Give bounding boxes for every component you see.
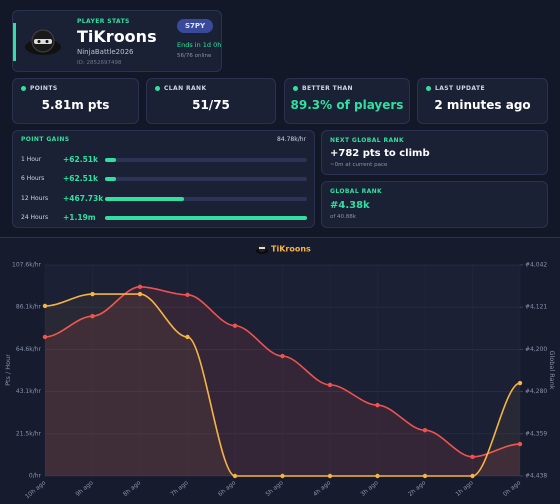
series-line bbox=[44, 293, 521, 477]
stat-card: LAST UPDATE 2 minutes ago bbox=[417, 78, 548, 124]
gain-value: +62.51k bbox=[63, 155, 98, 164]
y2-tick-label: #4,438 bbox=[525, 473, 547, 480]
y2-tick-label: #4,359 bbox=[525, 430, 547, 437]
stat-label: LAST UPDATE bbox=[426, 85, 485, 92]
gain-bar bbox=[105, 158, 116, 162]
gain-bar bbox=[105, 215, 307, 220]
point-gains-card: POINT GAINS 84.78k/hr 1 Hour +62.51k 6 Hou… bbox=[12, 130, 315, 228]
badge: S7PY bbox=[177, 19, 213, 33]
point bbox=[517, 380, 523, 386]
point bbox=[137, 291, 143, 297]
point bbox=[422, 473, 428, 479]
section-label: PLAYER STATS bbox=[77, 18, 130, 25]
point bbox=[232, 323, 238, 328]
y-tick-label: 64.6k/hr bbox=[16, 346, 42, 353]
player-id: ID: 2852697498 bbox=[77, 60, 122, 66]
stat-value: 2 minutes ago bbox=[434, 98, 531, 112]
gain-value: +1.19m bbox=[63, 212, 96, 222]
gain-value: +62.51k bbox=[63, 174, 98, 184]
stat-label-text: CLAN RANK bbox=[164, 85, 207, 92]
stat-label-text: BETTER THAN bbox=[302, 85, 353, 92]
gains-rate: 84.78k/hr bbox=[277, 136, 306, 143]
y2-tick-label: #4,121 bbox=[525, 304, 547, 311]
global-rank-title: GLOBAL RANK bbox=[330, 188, 383, 195]
stat-card: CLAN RANK 51/75 bbox=[146, 78, 276, 124]
global-rank-card: GLOBAL RANK #4.38k of 40.88k bbox=[321, 181, 548, 228]
period-label: 6 Hours bbox=[21, 175, 45, 183]
gain-bar bbox=[105, 196, 185, 201]
gains-title: POINT GAINS bbox=[21, 136, 70, 143]
period-label: 24 Hours bbox=[21, 213, 49, 221]
point bbox=[470, 454, 475, 460]
gain-bar bbox=[105, 177, 116, 182]
point bbox=[90, 313, 95, 319]
stat-card: BETTER THAN 89.3% of players bbox=[284, 78, 410, 124]
point bbox=[517, 441, 523, 447]
stat-value: 89.3% of players bbox=[290, 98, 404, 112]
point bbox=[280, 473, 285, 479]
next-rank-title: NEXT GLOBAL RANK bbox=[330, 137, 405, 144]
stat-value: 51/75 bbox=[192, 98, 230, 112]
point bbox=[422, 427, 428, 433]
battle-name: NinjaBattle2026 bbox=[77, 48, 134, 56]
global-rank-value: #4.38k bbox=[330, 200, 370, 211]
stat-label: CLAN RANK bbox=[155, 85, 207, 92]
stat-label-text: LAST UPDATE bbox=[435, 85, 485, 92]
bar-track bbox=[105, 196, 307, 201]
point bbox=[232, 473, 238, 479]
point bbox=[185, 292, 190, 298]
point bbox=[470, 473, 475, 479]
y-tick-label: 107.6k/hr bbox=[12, 262, 41, 269]
next-rank-card: NEXT GLOBAL RANK +782 pts to climb ~0m a… bbox=[321, 130, 548, 175]
point bbox=[90, 291, 95, 297]
status-dot bbox=[426, 86, 431, 91]
point bbox=[375, 402, 380, 408]
status-dot bbox=[155, 86, 160, 91]
chart-title: TiKroons bbox=[271, 245, 311, 254]
series-area bbox=[45, 294, 520, 476]
point bbox=[42, 303, 48, 309]
stat-label: BETTER THAN bbox=[293, 85, 353, 92]
point bbox=[327, 473, 333, 479]
period-label: 1 Hour bbox=[21, 156, 42, 163]
status-dot bbox=[293, 86, 298, 91]
y-tick-label: 21.5k/hr bbox=[16, 430, 42, 437]
y2-tick-label: #4,200 bbox=[525, 346, 547, 353]
bar-track bbox=[105, 177, 307, 182]
y-axis-label: Pts / Hour bbox=[4, 354, 12, 386]
y2-tick-label: #4,042 bbox=[525, 262, 547, 269]
point bbox=[327, 382, 333, 388]
ends-in: Ends in 1d 0h bbox=[177, 41, 222, 49]
point bbox=[280, 353, 285, 359]
global-rank-note: of 40.88k bbox=[330, 214, 356, 220]
accent-bar bbox=[13, 23, 16, 61]
gain-value: +467.73k bbox=[63, 193, 104, 203]
stat-card: POINTS 5.81m pts bbox=[12, 78, 139, 124]
stat-value: 5.81m pts bbox=[41, 98, 110, 112]
player-card: PLAYER STATS TiKroons NinjaBattle2026 ID… bbox=[12, 10, 222, 72]
player-name: TiKroons bbox=[77, 27, 157, 46]
avatar bbox=[25, 29, 61, 55]
status-dot bbox=[21, 86, 26, 91]
period-label: 12 Hours bbox=[21, 194, 49, 202]
online-count: 56/76 online bbox=[177, 53, 212, 59]
stat-label: POINTS bbox=[21, 85, 58, 92]
y2-tick-label: #4,280 bbox=[525, 388, 547, 395]
bar-track bbox=[105, 158, 307, 162]
y-tick-label: 86.1k/hr bbox=[16, 304, 42, 311]
point bbox=[137, 284, 143, 290]
next-rank-note: ~0m at current pace bbox=[330, 162, 388, 168]
series-area bbox=[45, 286, 520, 476]
title-icon bbox=[256, 244, 268, 254]
point bbox=[42, 334, 48, 340]
point bbox=[375, 473, 380, 479]
chart: TiKroons 0/hr 21.5k/hr 43.1k/hr 64.6k/hr 86.… bbox=[0, 237, 560, 504]
y-tick-label: 43.1k/hr bbox=[16, 388, 42, 395]
point bbox=[185, 334, 190, 340]
next-rank-value: +782 pts to climb bbox=[330, 148, 430, 159]
stat-label-text: POINTS bbox=[30, 85, 58, 92]
y2-axis-label: Global Rank bbox=[548, 350, 556, 389]
y-tick-label: 0/hr bbox=[29, 473, 42, 480]
